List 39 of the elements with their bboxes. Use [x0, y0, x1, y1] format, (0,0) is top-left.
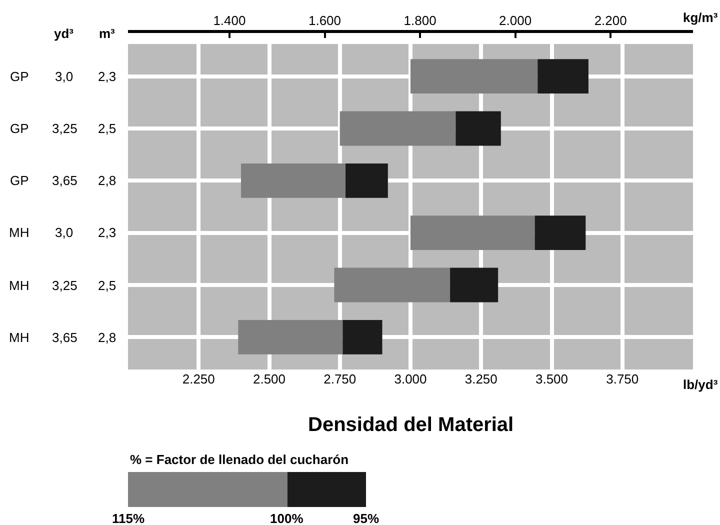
x-tick-label: 2.750 [324, 372, 356, 386]
x2-axis-title: kg/m³ [683, 10, 718, 25]
bar [534, 216, 586, 250]
category-label: MH 3,0 2,3 [9, 225, 116, 240]
category-label: MH 3,65 2,8 [9, 330, 116, 345]
x-axis-title: lb/yd³ [683, 377, 718, 392]
category-label: GP 3,0 2,3 [10, 69, 116, 84]
bar [410, 59, 538, 94]
x-tick-label: 3.500 [535, 372, 568, 386]
x-tick-label: 3.750 [606, 372, 639, 386]
bar [241, 163, 346, 198]
text: Densidad del Material [308, 414, 514, 436]
bar [342, 320, 382, 354]
text: yd³ [54, 26, 74, 41]
x-tick-label: 3.000 [394, 372, 427, 386]
category-label: GP 3,65 2,8 [10, 173, 116, 188]
x2-tick-label: 1.600 [308, 12, 342, 28]
category-label: GP 3,25 2,5 [10, 121, 116, 136]
x2-tick-label: 2.200 [594, 12, 627, 28]
x2-tick-label: 1.800 [404, 12, 436, 28]
text: 95% [353, 511, 380, 525]
bar [450, 268, 498, 302]
x2-tick-label: 1.400 [213, 12, 246, 28]
bar [334, 268, 450, 302]
x-tick-label: 2.500 [252, 372, 286, 386]
text: 115% [112, 511, 145, 525]
bar [538, 59, 588, 94]
bar [456, 111, 501, 146]
x2-tick-label: 2.000 [499, 12, 532, 28]
bar [346, 163, 388, 198]
bar [410, 216, 535, 250]
x-tick-label: 3.250 [464, 372, 498, 386]
bar [340, 111, 456, 146]
category-label: MH 3,25 2,5 [9, 278, 116, 293]
text: m³ [99, 26, 116, 41]
text: 100% [270, 511, 304, 525]
bar [238, 320, 343, 354]
x-tick-label: 2.250 [182, 372, 215, 386]
chart-title: % = Factor de llenado del cucharón [130, 452, 349, 467]
